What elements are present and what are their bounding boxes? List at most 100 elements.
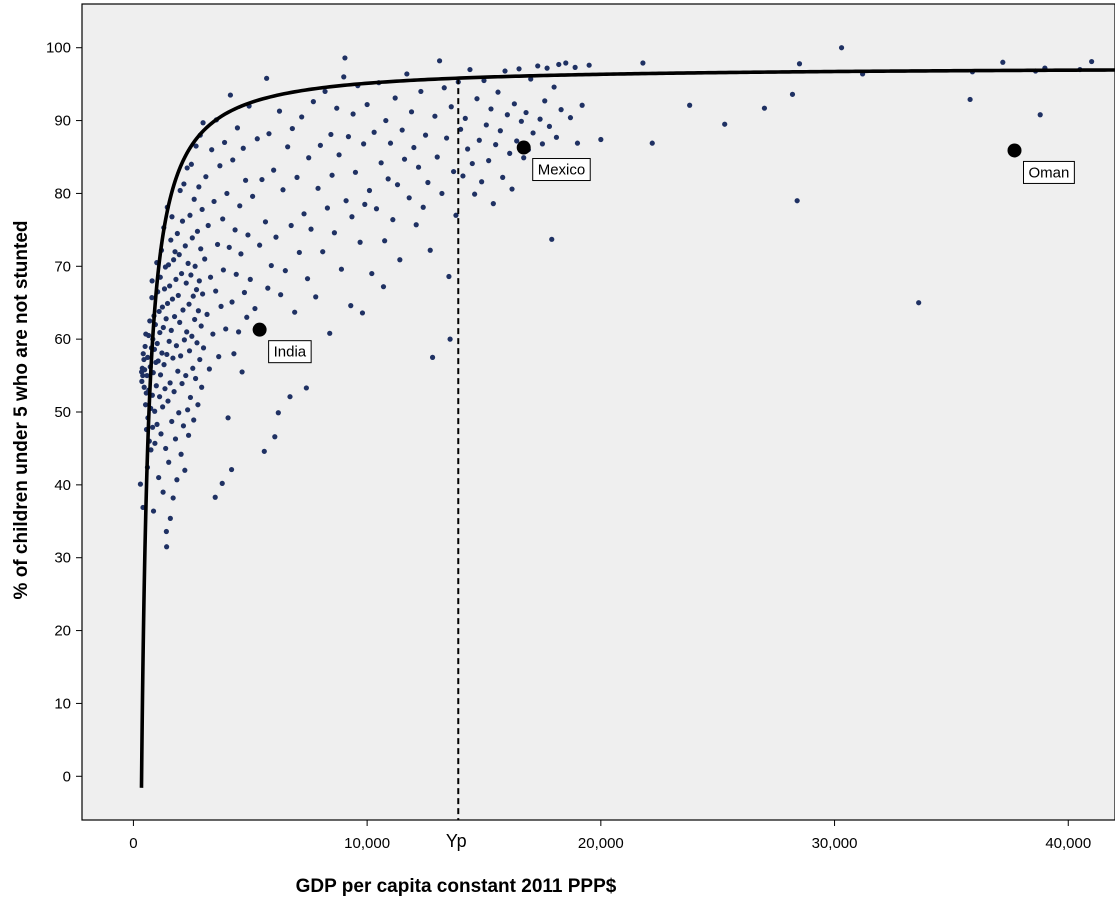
- data-point: [385, 176, 391, 182]
- data-point: [166, 338, 172, 344]
- data-point: [789, 91, 796, 97]
- data-point: [173, 276, 179, 282]
- data-point: [348, 303, 354, 309]
- data-point: [170, 355, 176, 361]
- data-point: [164, 351, 170, 358]
- data-point: [141, 384, 147, 390]
- data-point: [598, 136, 604, 143]
- data-point: [362, 201, 368, 207]
- data-point: [341, 74, 347, 80]
- y-tick-label: 90: [54, 113, 71, 130]
- data-point: [259, 176, 265, 183]
- data-point: [210, 331, 216, 337]
- data-point: [225, 415, 231, 421]
- data-point: [204, 311, 210, 317]
- data-point: [159, 304, 165, 310]
- data-point: [387, 140, 394, 146]
- callout-box: [532, 158, 591, 182]
- data-point: [165, 262, 172, 268]
- data-point: [231, 351, 237, 357]
- data-point: [137, 481, 144, 487]
- data-point: [272, 434, 278, 440]
- data-point: [175, 368, 181, 374]
- highlight-point: [516, 140, 531, 155]
- data-point: [196, 184, 202, 190]
- y-tick-label: 10: [54, 695, 71, 712]
- x-tick-label: 30,000: [812, 835, 858, 852]
- data-point: [165, 398, 171, 404]
- data-point: [472, 191, 478, 197]
- data-point: [390, 217, 396, 223]
- data-point: [169, 214, 175, 220]
- data-point: [266, 131, 272, 137]
- data-point: [448, 104, 454, 110]
- data-point: [369, 270, 375, 277]
- data-point: [190, 365, 196, 371]
- data-point: [572, 64, 578, 70]
- data-point: [198, 323, 204, 329]
- data-point: [271, 167, 277, 173]
- data-point: [168, 327, 174, 333]
- data-point: [518, 118, 524, 124]
- data-point: [185, 432, 192, 438]
- data-point: [275, 410, 281, 416]
- y-tick-label: 50: [54, 404, 71, 421]
- data-point: [191, 417, 197, 423]
- data-point: [142, 367, 148, 373]
- data-point: [163, 316, 169, 322]
- data-point: [415, 164, 422, 170]
- data-point: [338, 266, 345, 272]
- data-point: [155, 358, 161, 364]
- data-point: [373, 206, 380, 212]
- data-point: [328, 131, 334, 138]
- data-point: [187, 212, 193, 218]
- data-point: [640, 60, 646, 66]
- data-point: [331, 230, 338, 236]
- callout-label: India: [274, 344, 307, 361]
- data-point: [207, 274, 214, 280]
- data-point: [539, 141, 546, 147]
- data-point: [172, 249, 178, 255]
- data-point: [441, 85, 447, 91]
- data-point: [334, 105, 340, 111]
- data-point: [544, 65, 550, 71]
- data-point: [218, 303, 224, 309]
- data-point: [406, 195, 412, 201]
- x-tick-label: 20,000: [578, 835, 624, 852]
- data-point: [916, 300, 922, 306]
- data-point: [172, 436, 179, 442]
- data-point: [504, 112, 510, 118]
- data-point: [199, 384, 205, 390]
- data-point: [180, 423, 187, 429]
- data-point: [216, 354, 222, 360]
- data-point: [265, 285, 271, 291]
- data-point: [394, 182, 401, 188]
- data-point: [315, 185, 321, 191]
- data-point: [447, 336, 453, 342]
- data-point: [549, 236, 555, 242]
- data-point: [432, 113, 438, 119]
- data-point: [147, 318, 153, 324]
- data-point: [320, 249, 326, 255]
- data-point: [420, 204, 426, 210]
- data-point: [458, 126, 464, 132]
- data-point: [206, 366, 212, 372]
- y-tick-label: 20: [54, 623, 71, 640]
- data-point: [278, 292, 284, 298]
- y-tick-label: 60: [54, 331, 71, 348]
- y-tick-label: 0: [63, 768, 71, 785]
- data-point: [313, 294, 319, 300]
- data-point: [521, 155, 527, 161]
- data-point: [483, 122, 489, 128]
- data-point: [163, 528, 169, 535]
- data-point: [553, 134, 560, 140]
- data-point: [157, 329, 163, 336]
- data-point: [317, 142, 323, 148]
- data-point: [223, 326, 229, 332]
- data-point: [411, 144, 417, 151]
- data-point: [167, 515, 173, 521]
- data-point: [350, 111, 356, 117]
- data-point: [159, 350, 165, 356]
- data-point: [469, 160, 475, 167]
- data-point: [453, 212, 459, 218]
